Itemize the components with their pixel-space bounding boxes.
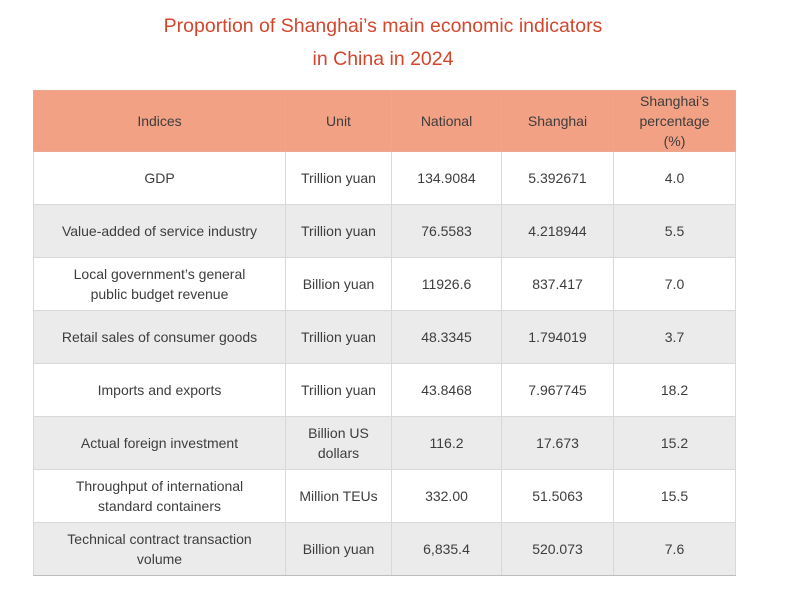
cell-index: Value-added of service industry	[33, 204, 286, 258]
cell-percentage: 7.6	[613, 522, 736, 576]
cell-index: GDP	[33, 151, 286, 205]
table-row: Imports and exports Trillion yuan 43.846…	[33, 363, 736, 417]
table-row: Technical contract transaction volume Bi…	[33, 522, 736, 576]
cell-unit: Billion yuan	[285, 522, 392, 576]
cell-unit: Billion US dollars	[285, 416, 392, 470]
title-line-2: in China in 2024	[312, 48, 454, 70]
cell-percentage: 15.2	[613, 416, 736, 470]
cell-unit: Million TEUs	[285, 469, 392, 523]
cell-percentage: 18.2	[613, 363, 736, 417]
cell-shanghai: 520.073	[501, 522, 614, 576]
cell-national: 76.5583	[391, 204, 502, 258]
header-shanghai: Shanghai	[501, 90, 614, 152]
cell-unit: Trillion yuan	[285, 310, 392, 364]
cell-percentage: 3.7	[613, 310, 736, 364]
table-row: Value-added of service industry Trillion…	[33, 204, 736, 258]
cell-shanghai: 51.5063	[501, 469, 614, 523]
cell-percentage: 5.5	[613, 204, 736, 258]
cell-unit: Trillion yuan	[285, 363, 392, 417]
cell-shanghai: 4.218944	[501, 204, 614, 258]
cell-unit: Billion yuan	[285, 257, 392, 311]
cell-percentage: 4.0	[613, 151, 736, 205]
table-row: Actual foreign investment Billion US dol…	[33, 416, 736, 470]
header-unit: Unit	[285, 90, 392, 152]
cell-percentage: 15.5	[613, 469, 736, 523]
table-row: Retail sales of consumer goods Trillion …	[33, 310, 736, 364]
cell-national: 116.2	[391, 416, 502, 470]
header-row: Indices Unit National Shanghai Shanghai’…	[33, 90, 736, 152]
cell-national: 11926.6	[391, 257, 502, 311]
cell-national: 332.00	[391, 469, 502, 523]
cell-unit: Trillion yuan	[285, 204, 392, 258]
cell-index: Imports and exports	[33, 363, 286, 417]
cell-shanghai: 5.392671	[501, 151, 614, 205]
cell-percentage: 7.0	[613, 257, 736, 311]
cell-shanghai: 7.967745	[501, 363, 614, 417]
cell-index: Throughput of international standard con…	[33, 469, 286, 523]
page-title: Proportion of Shanghai’s main economic i…	[0, 10, 766, 76]
table-row: GDP Trillion yuan 134.9084 5.392671 4.0	[33, 151, 736, 205]
title-line-1: Proportion of Shanghai’s main economic i…	[163, 15, 603, 37]
cell-national: 134.9084	[391, 151, 502, 205]
cell-index: Retail sales of consumer goods	[33, 310, 286, 364]
cell-index: Actual foreign investment	[33, 416, 286, 470]
cell-shanghai: 1.794019	[501, 310, 614, 364]
indicators-table: Indices Unit National Shanghai Shanghai’…	[33, 90, 736, 576]
cell-index: Local government’s general public budget…	[33, 257, 286, 311]
cell-unit: Trillion yuan	[285, 151, 392, 205]
cell-index: Technical contract transaction volume	[33, 522, 286, 576]
header-national: National	[391, 90, 502, 152]
cell-national: 48.3345	[391, 310, 502, 364]
table-row: Local government’s general public budget…	[33, 257, 736, 311]
header-indices: Indices	[33, 90, 286, 152]
cell-national: 43.8468	[391, 363, 502, 417]
cell-shanghai: 17.673	[501, 416, 614, 470]
table-row: Throughput of international standard con…	[33, 469, 736, 523]
header-percentage: Shanghai’s percentage (%)	[613, 90, 736, 152]
cell-shanghai: 837.417	[501, 257, 614, 311]
cell-national: 6,835.4	[391, 522, 502, 576]
